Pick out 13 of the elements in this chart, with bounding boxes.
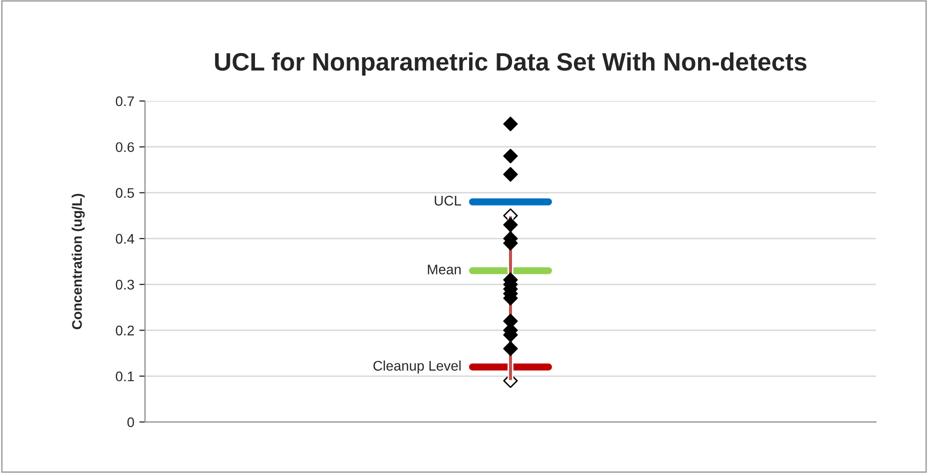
ref-line-label: Cleanup Level	[373, 360, 461, 374]
y-tick-label: 0.1	[116, 371, 134, 382]
y-tick-label: 0.3	[116, 280, 134, 290]
y-tick-label: 0.4	[116, 234, 134, 244]
ref-line-label: Mean	[428, 264, 461, 274]
y-axis-title: Concentration (ug/L)	[72, 194, 85, 330]
chart-title: UCL for Nonparametric Data Set With Non-detects	[215, 52, 806, 76]
y-tick-label: 0.6	[116, 142, 134, 152]
y-tick-label: 0.7	[116, 96, 134, 106]
ref-line-label: UCL	[434, 196, 462, 206]
y-tick-label: 0.2	[116, 326, 134, 336]
y-tick-label: 0.5	[116, 188, 134, 198]
y-tick-label: 0	[127, 417, 134, 428]
